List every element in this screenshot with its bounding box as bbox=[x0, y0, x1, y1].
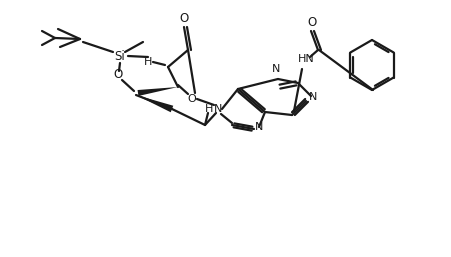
Text: N: N bbox=[272, 64, 280, 74]
Text: H: H bbox=[144, 57, 152, 67]
Text: N: N bbox=[309, 92, 317, 102]
Text: O: O bbox=[308, 15, 317, 29]
Text: H: H bbox=[205, 104, 213, 114]
Text: N: N bbox=[255, 122, 263, 132]
Polygon shape bbox=[138, 87, 178, 96]
Text: O: O bbox=[179, 13, 189, 25]
Text: O: O bbox=[113, 69, 123, 81]
Text: HN: HN bbox=[298, 54, 314, 64]
Text: N: N bbox=[214, 104, 222, 114]
Polygon shape bbox=[136, 95, 173, 112]
Text: Si: Si bbox=[115, 50, 125, 63]
Text: O: O bbox=[188, 94, 196, 104]
